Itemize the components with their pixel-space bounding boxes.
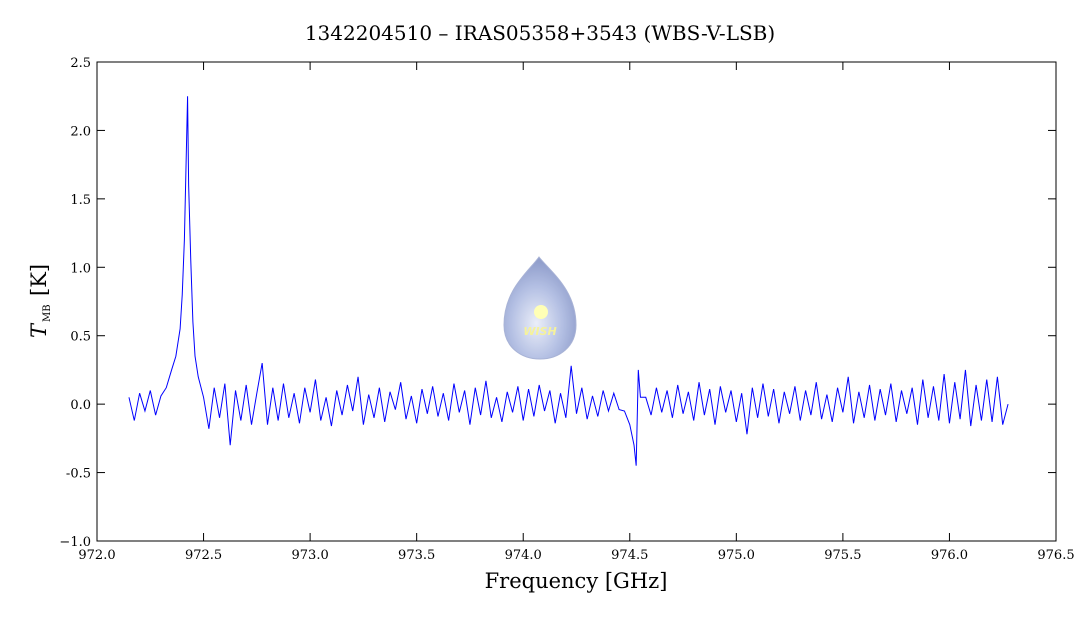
y-label-unit: [K] [27, 264, 51, 296]
x-tick-label: 976.0 [931, 548, 968, 563]
x-tick-label: 972.0 [78, 548, 115, 563]
logo-text: WISH [523, 325, 556, 338]
y-tick-label: 2.0 [70, 124, 91, 139]
x-axis-label: Frequency [GHz] [485, 569, 668, 593]
y-axis-label: T MB [K] [27, 264, 53, 338]
y-tick-label: 1.0 [70, 261, 91, 276]
logo-star [534, 305, 548, 319]
plot-frame [96, 61, 1057, 542]
logo: WISH [503, 256, 577, 360]
x-tick-label: 976.5 [1037, 548, 1074, 563]
x-tick-label: 973.0 [292, 548, 329, 563]
y-label-main: T [27, 322, 51, 338]
x-tick-label: 975.5 [824, 548, 861, 563]
y-tick-label: -0.5 [66, 467, 91, 482]
y-tick-label: 1.5 [70, 193, 91, 208]
chart-title: 1342204510 – IRAS05358+3543 (WBS-V-LSB) [305, 21, 775, 45]
y-tick-label: 2.5 [70, 56, 91, 71]
y-tick-label: 0.5 [70, 330, 91, 345]
y-tick-label: 0.0 [70, 398, 91, 413]
y-label-sub: MB [42, 304, 53, 322]
x-tick-label: 972.5 [185, 548, 222, 563]
spectrum-line [128, 96, 1009, 466]
x-tick-label: 974.5 [611, 548, 648, 563]
x-tick-label: 975.0 [718, 548, 755, 563]
y-tick-label: −1.0 [59, 535, 91, 550]
x-tick-label: 974.0 [505, 548, 542, 563]
x-tick-label: 973.5 [398, 548, 435, 563]
